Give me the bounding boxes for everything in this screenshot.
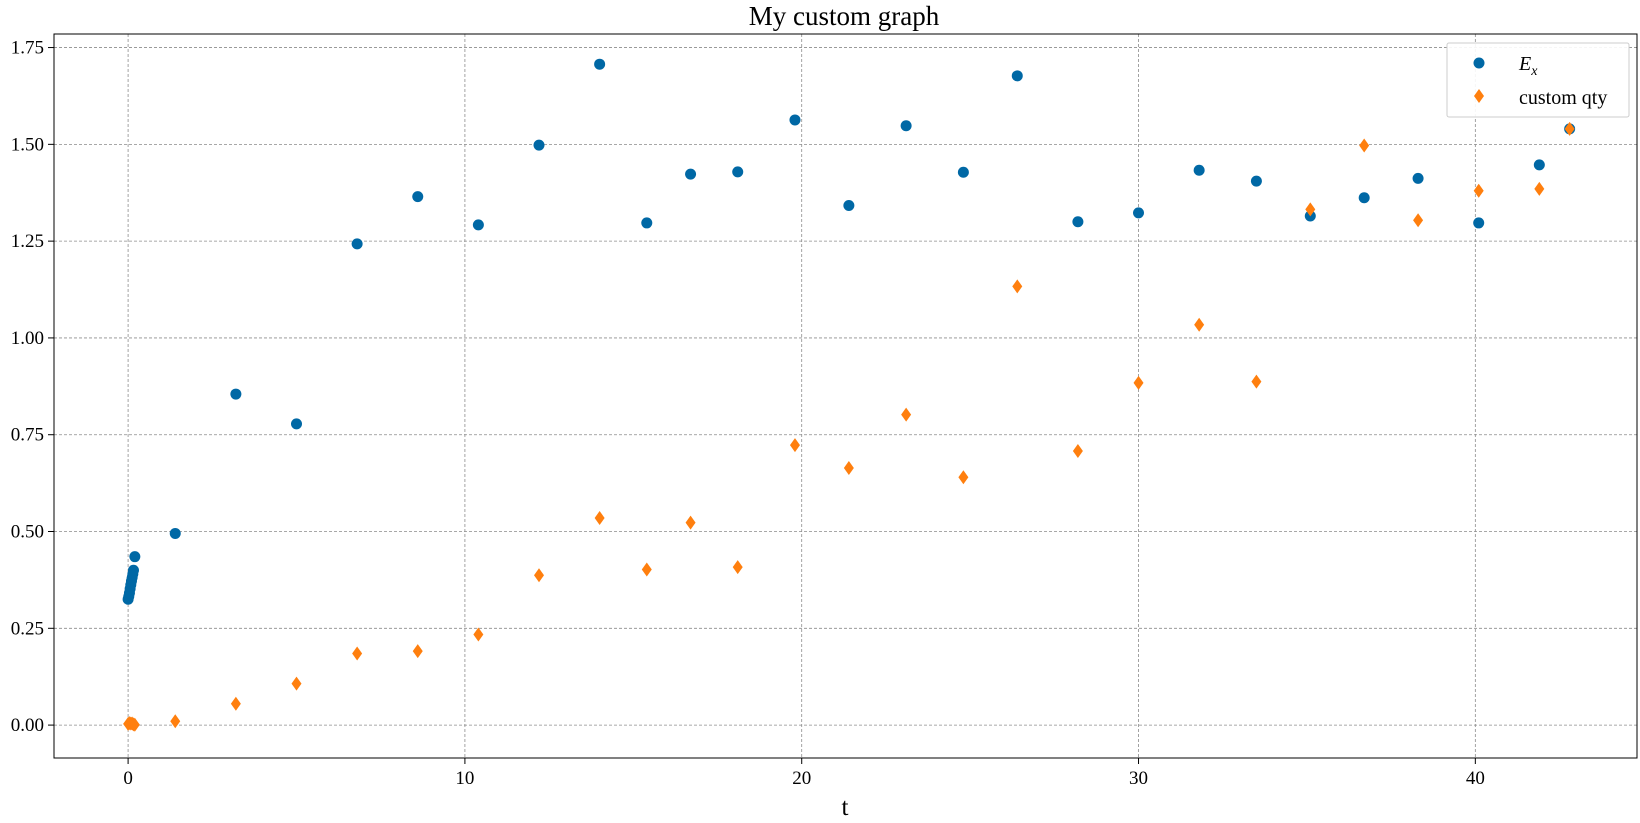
ex-point	[230, 388, 242, 400]
custom-qty-point	[1473, 183, 1484, 198]
custom-qty-point	[594, 510, 605, 525]
ex-point	[1473, 217, 1485, 229]
ex-point	[900, 120, 912, 132]
ex-point	[1412, 172, 1424, 184]
custom-qty-point	[412, 644, 423, 659]
ex-point	[685, 168, 697, 180]
y-tick-label: 1.50	[11, 134, 44, 155]
chart-title: My custom graph	[749, 1, 940, 31]
custom-qty-point	[1133, 375, 1144, 390]
ex-point	[472, 219, 484, 231]
ex-point	[127, 564, 139, 576]
x-tick-label: 30	[1129, 768, 1148, 789]
custom-qty-point	[291, 676, 302, 691]
y-tick-label: 1.25	[11, 231, 44, 252]
x-tick-label: 20	[792, 768, 811, 789]
x-tick-label: 0	[123, 768, 133, 789]
custom-qty-point	[1359, 138, 1370, 153]
ex-point	[1072, 216, 1084, 228]
ex-point	[594, 58, 606, 70]
legend-marker-circle	[1473, 57, 1485, 69]
plot-frame	[53, 33, 1638, 759]
custom-qty-point	[473, 627, 484, 642]
ex-point	[412, 191, 424, 203]
legend: Ex custom qty	[1446, 42, 1630, 118]
ex-point	[641, 217, 653, 229]
y-tick-label: 0.25	[11, 618, 44, 639]
ex-point	[1011, 70, 1023, 82]
custom-qty-point	[1305, 202, 1316, 217]
x-tick-label: 10	[455, 768, 474, 789]
custom-qty-point	[843, 461, 854, 476]
custom-qty-point	[352, 646, 363, 661]
ex-point	[1533, 159, 1545, 171]
ex-point	[1358, 192, 1370, 204]
custom-qty-point	[641, 562, 652, 577]
ex-point	[169, 527, 181, 539]
custom-qty-point	[1564, 121, 1575, 136]
y-tick-label: 1.75	[11, 38, 44, 59]
legend-label-ex-main: E	[1518, 53, 1531, 75]
grid-lines	[54, 34, 1637, 758]
ex-point	[291, 418, 303, 430]
ex-point	[732, 166, 744, 178]
axis-ticks: 0 10 20 30 40 0.00 0.25 0.50 0.75 1.00 1.25 1.50 1.7…	[11, 38, 1485, 789]
custom-qty-point	[789, 438, 800, 453]
ex-point	[1250, 175, 1262, 187]
legend-label-custom-qty: custom qty	[1519, 87, 1607, 109]
custom-qty-point	[1534, 181, 1545, 196]
custom-qty-point	[1194, 317, 1205, 332]
y-tick-label: 0.75	[11, 425, 44, 446]
custom-qty-point	[1072, 443, 1083, 458]
x-tick-label: 40	[1466, 768, 1485, 789]
custom-qty-point	[230, 696, 241, 711]
x-axis-label: t	[842, 794, 849, 821]
legend-marker-diamond	[1474, 89, 1484, 103]
custom-qty-point	[1012, 279, 1023, 294]
custom-qty-point	[732, 560, 743, 575]
legend-box	[1446, 42, 1630, 118]
y-tick-label: 0.00	[11, 715, 44, 736]
y-tick-label: 1.00	[11, 328, 44, 349]
ex-point	[1193, 164, 1205, 176]
legend-label-ex: Ex	[1518, 53, 1538, 79]
ex-point	[1133, 207, 1145, 219]
custom-qty-point	[1251, 374, 1262, 389]
custom-qty-point	[958, 470, 969, 485]
custom-qty-point	[1413, 213, 1424, 228]
y-tick-label: 0.50	[11, 522, 44, 543]
data-points	[122, 58, 1576, 732]
ex-point	[843, 200, 855, 212]
legend-label-ex-sub: x	[1530, 64, 1538, 79]
custom-qty-point	[129, 717, 140, 732]
custom-qty-point	[534, 568, 545, 583]
ex-point	[789, 114, 801, 126]
ex-point	[533, 139, 545, 151]
custom-qty-point	[901, 407, 912, 422]
custom-qty-point	[170, 714, 181, 729]
ex-point	[129, 551, 141, 563]
custom-qty-point	[685, 515, 696, 530]
ex-point	[957, 166, 969, 178]
ex-point	[351, 238, 363, 250]
